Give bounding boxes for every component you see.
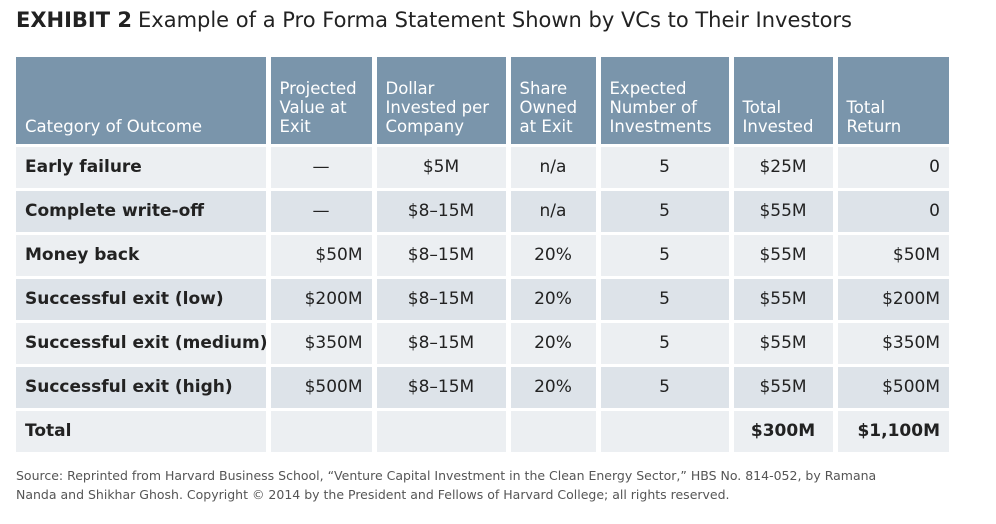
column-header-total-return: Total Return xyxy=(835,57,949,147)
cell-dollar-invested: $8–15M xyxy=(374,277,511,323)
cell-expected-investments: 5 xyxy=(598,365,734,411)
cell-dollar-invested: $8–15M xyxy=(374,365,511,411)
cell-dollar-invested xyxy=(374,409,511,455)
cell-total-invested: $55M xyxy=(731,277,838,323)
exhibit-title: EXHIBIT 2 Example of a Pro Forma Statemen… xyxy=(16,8,852,32)
table-row: Successful exit (low) $200M $8–15M 20% 5… xyxy=(16,277,949,323)
cell-share-owned: 20% xyxy=(508,277,601,323)
cell-total-invested: $55M xyxy=(731,189,838,235)
exhibit-title-text: Example of a Pro Forma Statement Shown b… xyxy=(138,8,852,32)
cell-category: Successful exit (medium) xyxy=(16,321,271,367)
source-note: Source: Reprinted from Harvard Business … xyxy=(16,468,877,502)
cell-dollar-invested: $8–15M xyxy=(374,321,511,367)
cell-projected-value xyxy=(268,409,377,455)
cell-projected-value: $350M xyxy=(268,321,377,367)
cell-share-owned: n/a xyxy=(508,145,601,191)
cell-total-return: $1,100M xyxy=(835,409,949,455)
column-header-projected-value: Projected Value at Exit xyxy=(268,57,377,147)
table-row: Successful exit (high) $500M $8–15M 20% … xyxy=(16,365,949,411)
cell-total-return: $200M xyxy=(835,277,949,323)
cell-share-owned: 20% xyxy=(508,233,601,279)
cell-total-return: 0 xyxy=(835,145,949,191)
cell-total-return: $350M xyxy=(835,321,949,367)
cell-total-invested: $25M xyxy=(731,145,838,191)
table-total-row: Total $300M $1,100M xyxy=(16,409,949,455)
cell-share-owned: n/a xyxy=(508,189,601,235)
cell-total-invested: $300M xyxy=(731,409,838,455)
column-header-category: Category of Outcome xyxy=(16,57,271,147)
cell-projected-value: — xyxy=(268,189,377,235)
cell-expected-investments: 5 xyxy=(598,233,734,279)
cell-category: Complete write-off xyxy=(16,189,271,235)
cell-total-return: $500M xyxy=(835,365,949,411)
cell-dollar-invested: $8–15M xyxy=(374,233,511,279)
cell-share-owned xyxy=(508,409,601,455)
exhibit-number: EXHIBIT 2 xyxy=(16,8,132,32)
cell-dollar-invested: $5M xyxy=(374,145,511,191)
cell-share-owned: 20% xyxy=(508,365,601,411)
cell-expected-investments: 5 xyxy=(598,189,734,235)
cell-category: Early failure xyxy=(16,145,271,191)
cell-projected-value: $500M xyxy=(268,365,377,411)
cell-dollar-invested: $8–15M xyxy=(374,189,511,235)
pro-forma-table: Category of Outcome Projected Value at E… xyxy=(16,57,949,455)
cell-total-return: $50M xyxy=(835,233,949,279)
cell-projected-value: $200M xyxy=(268,277,377,323)
cell-expected-investments: 5 xyxy=(598,145,734,191)
cell-total-invested: $55M xyxy=(731,321,838,367)
cell-expected-investments: 5 xyxy=(598,277,734,323)
table-row: Complete write-off — $8–15M n/a 5 $55M 0 xyxy=(16,189,949,235)
cell-category: Successful exit (low) xyxy=(16,277,271,323)
table-header-row: Category of Outcome Projected Value at E… xyxy=(16,57,949,147)
table-row: Early failure — $5M n/a 5 $25M 0 xyxy=(16,145,949,191)
cell-total-invested: $55M xyxy=(731,233,838,279)
column-header-expected-investments: Expected Number of Investments xyxy=(598,57,734,147)
cell-expected-investments: 5 xyxy=(598,321,734,367)
cell-category: Total xyxy=(16,409,271,455)
column-header-total-invested: Total Invested xyxy=(731,57,838,147)
cell-category: Successful exit (high) xyxy=(16,365,271,411)
cell-share-owned: 20% xyxy=(508,321,601,367)
cell-projected-value: $50M xyxy=(268,233,377,279)
column-header-share-owned: Share Owned at Exit xyxy=(508,57,601,147)
table-row: Money back $50M $8–15M 20% 5 $55M $50M xyxy=(16,233,949,279)
cell-category: Money back xyxy=(16,233,271,279)
cell-expected-investments xyxy=(598,409,734,455)
column-header-dollar-invested: Dollar Invested per Company xyxy=(374,57,511,147)
table-row: Successful exit (medium) $350M $8–15M 20… xyxy=(16,321,949,367)
cell-projected-value: — xyxy=(268,145,377,191)
cell-total-return: 0 xyxy=(835,189,949,235)
cell-total-invested: $55M xyxy=(731,365,838,411)
